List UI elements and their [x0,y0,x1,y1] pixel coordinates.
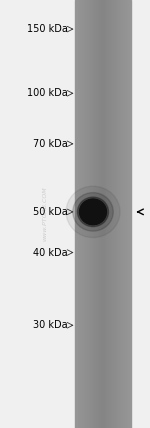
Bar [91,0,92,428]
Text: 150 kDa: 150 kDa [27,24,68,34]
Bar [116,0,117,428]
Bar [107,0,108,428]
Bar [92,0,93,428]
Bar [81,0,82,428]
Ellipse shape [77,197,109,227]
Bar [89,0,90,428]
Ellipse shape [80,199,106,225]
Bar [129,0,130,428]
Bar [78,0,79,428]
Bar [110,0,111,428]
Bar [114,0,115,428]
Text: 100 kDa: 100 kDa [27,88,68,98]
Bar [109,0,110,428]
Bar [97,0,98,428]
Bar [84,0,85,428]
Bar [121,0,122,428]
Bar [88,0,89,428]
Bar [128,0,129,428]
Bar [105,0,106,428]
Bar [100,0,101,428]
Bar [101,0,102,428]
Bar [76,0,77,428]
Bar [83,0,84,428]
Bar [119,0,120,428]
Bar [108,0,109,428]
Bar [79,0,80,428]
Bar [115,0,116,428]
Bar [87,0,88,428]
Bar [95,0,96,428]
Text: www.PTGAB.COM: www.PTGAB.COM [42,187,48,241]
Bar [118,0,119,428]
Bar [90,0,91,428]
Bar [118,0,119,428]
Bar [126,0,127,428]
Bar [104,0,105,428]
Bar [94,0,95,428]
Bar [122,0,123,428]
Bar [77,0,78,428]
Bar [127,0,128,428]
Bar [125,0,126,428]
Bar [103,0,104,428]
Bar [120,0,121,428]
Text: 70 kDa: 70 kDa [33,139,68,149]
Bar [75,0,76,428]
Bar [117,0,118,428]
Bar [102,0,103,428]
Text: 50 kDa: 50 kDa [33,207,68,217]
Bar [99,0,100,428]
Text: 30 kDa: 30 kDa [33,320,68,330]
Text: 40 kDa: 40 kDa [33,247,68,258]
Bar [93,0,94,428]
Bar [85,0,86,428]
Bar [106,0,107,428]
Bar [86,0,87,428]
Bar [124,0,125,428]
Bar [82,0,83,428]
Bar [80,0,81,428]
Bar [96,0,97,428]
Bar [113,0,114,428]
Ellipse shape [73,193,113,231]
Bar [98,0,99,428]
Bar [123,0,124,428]
Bar [111,0,112,428]
Bar [112,0,113,428]
Ellipse shape [66,186,120,238]
